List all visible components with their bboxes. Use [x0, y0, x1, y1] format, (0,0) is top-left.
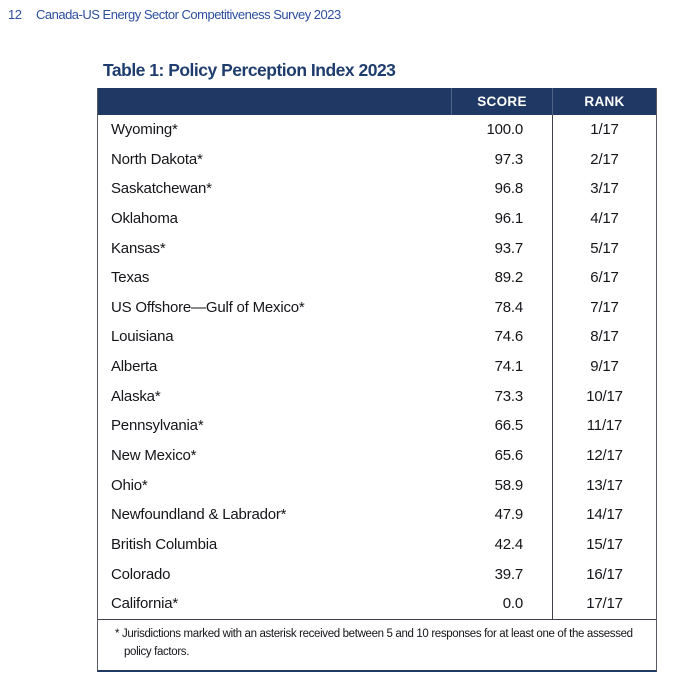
score-cell: 47.9	[494, 506, 524, 524]
page-number: 12	[8, 7, 22, 22]
jurisdiction-cell: Texas	[111, 269, 150, 287]
table-row: British Columbia 42.4 15/17	[98, 529, 656, 560]
score-cell: 96.1	[494, 209, 524, 227]
column-header-score: SCORE	[451, 88, 552, 115]
rank-cell: 17/17	[552, 589, 656, 619]
rank-cell: 16/17	[552, 559, 656, 590]
rank-cell: 3/17	[552, 174, 656, 204]
score-cell: 78.4	[494, 298, 524, 316]
table-row: New Mexico* 65.6 12/17	[98, 441, 656, 471]
score-cell: 100.0	[486, 121, 523, 138]
table-row: Kansas* 93.7 5/17	[98, 233, 656, 264]
score-cell: 96.8	[494, 180, 524, 198]
table-row: Oklahoma 96.1 4/17	[98, 203, 656, 234]
rank-cell: 7/17	[552, 292, 656, 323]
score-cell: 42.4	[494, 535, 524, 553]
running-header: 12 Canada-US Energy Sector Competitivene…	[8, 7, 341, 22]
jurisdiction-cell: Saskatchewan*	[111, 180, 212, 198]
table-row: Colorado 39.7 16/17	[98, 559, 656, 590]
table-row: California* 0.0 17/17	[98, 589, 656, 619]
jurisdiction-cell: US Offshore—Gulf of Mexico*	[111, 298, 305, 316]
score-cell: 0.0	[502, 595, 523, 613]
table-row: Louisiana 74.6 8/17	[98, 322, 656, 353]
rank-cell: 15/17	[552, 529, 656, 560]
table-row: Saskatchewan* 96.8 3/17	[98, 174, 656, 204]
score-cell: 97.3	[494, 150, 524, 168]
rank-cell: 12/17	[552, 441, 656, 471]
table-row: US Offshore—Gulf of Mexico* 78.4 7/17	[98, 292, 656, 323]
rank-cell: 6/17	[552, 263, 656, 293]
column-header-rank: RANK	[552, 88, 656, 115]
rank-cell: 2/17	[552, 144, 656, 175]
rank-cell: 4/17	[552, 203, 656, 234]
table-row: Texas 89.2 6/17	[98, 263, 656, 293]
score-cell: 39.7	[494, 565, 524, 583]
rank-cell: 11/17	[552, 411, 656, 442]
jurisdiction-cell: Oklahoma	[111, 209, 178, 227]
score-cell: 74.1	[494, 358, 524, 376]
table-header-row: SCORE RANK	[98, 88, 656, 115]
rank-cell: 8/17	[552, 322, 656, 353]
score-cell: 66.5	[494, 417, 524, 435]
table-row: North Dakota* 97.3 2/17	[98, 144, 656, 175]
rank-cell: 14/17	[552, 500, 656, 530]
rank-cell: 10/17	[552, 381, 656, 412]
score-cell: 58.9	[494, 476, 524, 494]
rank-cell: 9/17	[552, 352, 656, 382]
document-header-title: Canada-US Energy Sector Competitiveness …	[36, 7, 341, 22]
score-cell: 73.3	[494, 387, 524, 405]
jurisdiction-cell: Pennsylvania*	[111, 417, 204, 435]
jurisdiction-cell: Alaska*	[111, 387, 161, 405]
score-cell: 89.2	[494, 269, 524, 287]
rank-cell: 5/17	[552, 233, 656, 264]
table-footnote-text: * Jurisdictions marked with an asterisk …	[115, 627, 633, 659]
jurisdiction-cell: California*	[111, 595, 178, 613]
jurisdiction-cell: Wyoming*	[111, 121, 178, 138]
score-cell: 65.6	[494, 447, 524, 465]
table-row: Alberta 74.1 9/17	[98, 352, 656, 382]
column-header-jurisdiction	[98, 88, 451, 115]
table-row: Alaska* 73.3 10/17	[98, 381, 656, 412]
table-row: Pennsylvania* 66.5 11/17	[98, 411, 656, 442]
jurisdiction-cell: Ohio*	[111, 476, 148, 494]
jurisdiction-cell: British Columbia	[111, 535, 218, 553]
jurisdiction-cell: Kansas*	[111, 239, 166, 257]
policy-perception-table: SCORE RANK Wyoming* 100.0 1/17 North Dak…	[97, 88, 657, 672]
jurisdiction-cell: Colorado	[111, 565, 171, 583]
score-cell: 74.6	[494, 328, 524, 346]
table-row: Ohio* 58.9 13/17	[98, 470, 656, 501]
table-row: Wyoming* 100.0 1/17	[98, 115, 656, 145]
table-title: Table 1: Policy Perception Index 2023	[103, 60, 396, 80]
jurisdiction-cell: North Dakota*	[111, 150, 203, 168]
jurisdiction-cell: Louisiana	[111, 328, 174, 346]
jurisdiction-cell: Newfoundland & Labrador*	[111, 506, 287, 524]
jurisdiction-cell: New Mexico*	[111, 447, 197, 465]
table-footnote: * Jurisdictions marked with an asterisk …	[98, 618, 656, 670]
rank-cell: 13/17	[552, 470, 656, 501]
table-row: Newfoundland & Labrador* 47.9 14/17	[98, 500, 656, 530]
jurisdiction-cell: Alberta	[111, 358, 158, 376]
rank-cell: 1/17	[552, 115, 656, 145]
score-cell: 93.7	[494, 239, 524, 257]
